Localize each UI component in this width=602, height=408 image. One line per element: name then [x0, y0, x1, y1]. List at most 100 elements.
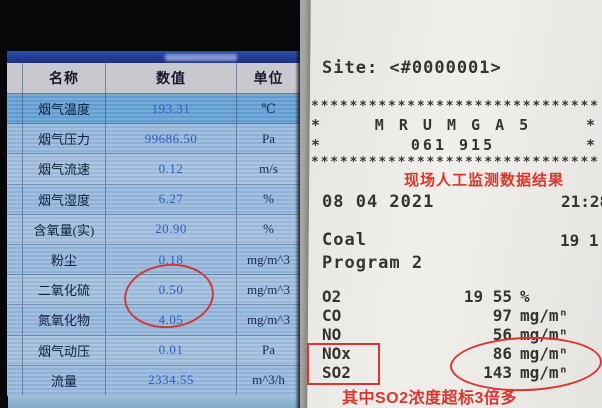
row-value: 99686.50: [106, 124, 237, 154]
row-lead: [7, 154, 23, 184]
reading-row-nox: NOx 86 mg/mⁿ: [322, 344, 598, 363]
device-number: 061 915: [410, 136, 496, 154]
star-left: *: [311, 116, 321, 134]
row-name: 氮氧化物: [23, 305, 106, 335]
row-unit: Pa: [262, 342, 275, 358]
row-unit: mg/m^3: [247, 311, 290, 327]
table-row: 烟气压力 99686.50 Pa: [7, 124, 300, 155]
receipt-time: 21:28: [561, 192, 602, 211]
row-value: 0.18: [106, 244, 237, 275]
table-row: 粉尘 0.18 mg/m^3: [7, 244, 300, 276]
row-lead: [7, 214, 23, 244]
row-lead: [7, 275, 23, 305]
monitor-titlebar: [7, 51, 300, 64]
measurement-table: 名称 数值 单位 烟气温度 193.31 ℃ 烟气压力 99686.50 Pa …: [7, 63, 300, 396]
row-unit: %: [263, 221, 274, 237]
gas-value: 86: [492, 344, 512, 363]
row-unit: ℃: [261, 100, 276, 116]
row-value: 6.27: [106, 184, 237, 214]
row-value: 2334.55: [106, 365, 237, 395]
table-row: 含氧量(实) 20.90 %: [7, 214, 300, 245]
table-row: 流量 2334.55 m^3/h: [7, 365, 300, 396]
fuel-value: 19 1 2: [560, 231, 602, 250]
table-row-so2: 二氧化硫 0.50 mg/m^3: [7, 275, 300, 306]
row-name: 二氧化硫: [23, 275, 106, 305]
table-row: 烟气温度 193.31 ℃: [7, 94, 300, 125]
gas-label: CO: [322, 306, 342, 325]
gas-label: SO2: [322, 363, 351, 382]
stars-divider-top: ******************************: [311, 99, 600, 114]
gas-label: NOx: [322, 344, 351, 363]
stars-divider-bottom: ******************************: [311, 155, 600, 170]
row-name: 流量: [23, 365, 106, 395]
receipt-photo: Site: <#0000001> ***********************…: [300, 0, 602, 408]
row-value: 0.12: [106, 154, 237, 184]
row-name: 烟气压力: [23, 124, 106, 154]
device-name-line: * M R U M G A 5 *: [311, 116, 595, 134]
table-lead-column: [7, 63, 23, 93]
device-name: M R U M G A 5: [374, 116, 532, 134]
table-row: 烟气湿度 6.27 %: [7, 184, 300, 215]
row-value: 0.01: [106, 335, 237, 365]
header-value: 数值: [106, 63, 237, 93]
row-lead: [7, 94, 23, 124]
row-value: 193.31: [106, 94, 237, 124]
row-lead: [7, 365, 23, 395]
program-line: Program 2: [322, 253, 424, 273]
row-unit: %: [263, 191, 274, 207]
table-row: 烟气动压 0.01 Pa: [7, 335, 300, 366]
row-name: 烟气温度: [23, 94, 106, 124]
row-value: 0.50: [106, 275, 237, 305]
header-name: 名称: [23, 63, 106, 93]
gas-label: O2: [322, 287, 342, 306]
row-value: 4.05: [106, 305, 237, 335]
gas-readings: O2 19 55 % CO 97 mg/mⁿ NO 56 mg/mⁿ NOx 8…: [322, 287, 598, 382]
gas-value: 56: [492, 325, 512, 344]
reading-row-so2: SO2 143 mg/mⁿ: [322, 363, 598, 382]
reading-row-no: NO 56 mg/mⁿ: [322, 325, 598, 344]
table-header-row: 名称 数值 单位: [7, 63, 300, 94]
receipt-date: 08 04 2021: [322, 192, 435, 212]
gas-label: NO: [322, 325, 342, 344]
reading-row-co: CO 97 mg/mⁿ: [322, 306, 598, 325]
gas-value: 143: [483, 363, 512, 382]
fuel-label: Coal: [322, 230, 367, 250]
receipt-site-line: Site: <#0000001>: [322, 58, 502, 78]
monitor-bottom-bar: [8, 395, 300, 408]
row-unit: Pa: [262, 130, 275, 146]
row-lead: [7, 335, 23, 365]
gas-unit: mg/mⁿ: [520, 344, 569, 363]
header-unit: 单位: [253, 72, 284, 87]
row-lead: [7, 305, 23, 335]
star-right: *: [585, 116, 595, 134]
titlebar-blurred-text: [165, 54, 237, 61]
table-row: 烟气流速 0.12 m/s: [7, 154, 300, 185]
star-left: *: [311, 136, 321, 154]
monitor-screen: 名称 数值 单位 烟气温度 193.31 ℃ 烟气压力 99686.50 Pa …: [0, 0, 300, 408]
gas-unit: mg/mⁿ: [520, 306, 569, 325]
annotation-manual-monitoring: 现场人工监测数据结果: [404, 172, 565, 189]
gas-unit: mg/mⁿ: [520, 325, 569, 344]
gas-unit: %: [520, 287, 530, 306]
row-name: 烟气湿度: [23, 184, 106, 214]
annotation-so2-exceeds: 其中SO2浓度超标3倍多: [342, 390, 517, 407]
row-unit: mg/m^3: [247, 251, 290, 267]
device-number-line: * 061 915 *: [311, 136, 595, 154]
star-right: *: [585, 136, 595, 154]
row-lead: [7, 124, 23, 154]
table-row-nox: 氮氧化物 4.05 mg/m^3: [7, 305, 300, 336]
row-name: 烟气动压: [23, 335, 106, 365]
row-lead: [7, 184, 23, 214]
row-name: 烟气流速: [23, 154, 106, 184]
gas-unit: mg/mⁿ: [520, 363, 569, 382]
row-unit: m^3/h: [252, 372, 285, 388]
row-unit: m/s: [259, 160, 278, 176]
row-name: 粉尘: [23, 244, 106, 275]
row-lead: [7, 244, 23, 275]
reading-row-o2: O2 19 55 %: [322, 287, 598, 306]
row-value: 20.90: [106, 214, 237, 244]
row-unit: mg/m^3: [247, 281, 290, 297]
row-name: 含氧量(实): [23, 214, 106, 244]
gas-value: 19 55: [463, 287, 512, 306]
